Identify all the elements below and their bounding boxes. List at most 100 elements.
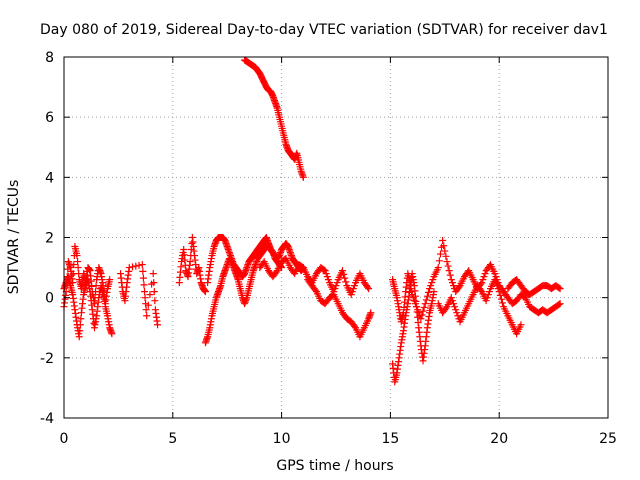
- data-point: [446, 271, 454, 279]
- y-tick-label: -2: [40, 351, 54, 367]
- series-arc-d: [175, 234, 209, 296]
- data-point: [441, 247, 449, 255]
- data-point: [497, 295, 505, 303]
- data-point: [411, 300, 419, 308]
- data-point: [491, 270, 499, 278]
- x-tick-label: 0: [60, 431, 69, 447]
- data-point: [141, 294, 149, 302]
- data-point: [129, 263, 137, 271]
- data-point: [320, 266, 328, 274]
- data-point: [75, 333, 83, 341]
- data-point: [348, 288, 356, 296]
- data-point: [440, 242, 448, 250]
- data-point: [443, 258, 451, 266]
- data-point: [445, 267, 453, 275]
- data-point: [477, 286, 485, 294]
- data-point: [365, 285, 373, 293]
- y-tick-label: 0: [45, 291, 54, 307]
- data-point: [447, 294, 455, 302]
- data-point: [447, 276, 455, 284]
- data-point: [150, 288, 158, 296]
- series-high-arc: [241, 56, 307, 181]
- data-point: [77, 315, 85, 323]
- data-point: [350, 282, 358, 290]
- data-point: [420, 303, 428, 311]
- x-tick-label: 25: [599, 431, 617, 447]
- data-point: [436, 250, 444, 258]
- data-point: [347, 291, 355, 299]
- data-point: [442, 252, 450, 260]
- x-tick-label: 20: [490, 431, 508, 447]
- data-point: [322, 270, 330, 278]
- data-point: [186, 258, 194, 266]
- y-tick-label: 6: [45, 110, 54, 126]
- data-point: [479, 276, 487, 284]
- data-point: [321, 267, 329, 275]
- data-point: [555, 300, 563, 308]
- data-point: [324, 276, 332, 284]
- data-point: [408, 291, 416, 299]
- data-point: [350, 322, 358, 330]
- data-point: [410, 297, 418, 305]
- data-point: [141, 288, 149, 296]
- data-point: [73, 252, 81, 260]
- data-point: [480, 273, 488, 281]
- x-axis-label: GPS time / hours: [276, 458, 393, 474]
- data-point: [429, 276, 437, 284]
- data-point: [125, 264, 133, 272]
- data-point: [483, 294, 491, 302]
- data-point: [455, 283, 463, 291]
- data-point: [448, 297, 456, 305]
- series-arc-i: [389, 270, 438, 386]
- data-point: [422, 296, 430, 304]
- data-point: [154, 321, 162, 329]
- data-point: [451, 303, 459, 311]
- chart-title: Day 080 of 2019, Sidereal Day-to-day VTE…: [40, 22, 608, 38]
- data-point: [442, 304, 450, 312]
- data-point: [450, 282, 458, 290]
- data-point: [143, 312, 151, 320]
- data-point: [453, 309, 461, 317]
- data-point: [138, 261, 146, 269]
- data-point: [349, 285, 357, 293]
- data-point: [491, 276, 499, 284]
- data-point: [149, 270, 157, 278]
- series-arc-b: [60, 273, 114, 341]
- data-point: [367, 309, 375, 317]
- data-point: [364, 283, 372, 291]
- data-point: [496, 291, 504, 299]
- data-point: [492, 279, 500, 287]
- data-point: [342, 278, 350, 286]
- data-point: [423, 292, 431, 300]
- data-point: [331, 285, 339, 293]
- grid-lines: [64, 57, 608, 418]
- data-point: [70, 261, 78, 269]
- data-point: [428, 279, 436, 287]
- data-point: [418, 311, 426, 319]
- y-axis-label: SDTVAR / TECUs: [6, 180, 22, 295]
- data-point: [74, 264, 82, 272]
- data-point: [299, 173, 307, 181]
- data-point: [323, 273, 331, 281]
- data-point: [556, 300, 564, 308]
- data-point: [426, 285, 434, 293]
- y-tick-label: 2: [45, 231, 54, 247]
- data-point: [332, 282, 340, 290]
- data-point: [146, 291, 154, 299]
- data-point: [517, 321, 525, 329]
- y-tick-label: 4: [45, 170, 54, 186]
- data-point: [414, 306, 422, 314]
- x-tick-label: 5: [168, 431, 177, 447]
- data-point: [498, 299, 506, 307]
- data-point: [144, 301, 152, 309]
- series-arc-k: [434, 276, 525, 338]
- data-point: [135, 261, 143, 269]
- data-point: [76, 321, 84, 329]
- data-point: [339, 267, 347, 275]
- data-point: [434, 264, 442, 272]
- series-arc-a: [60, 243, 116, 338]
- data-point: [151, 297, 159, 305]
- data-point: [150, 279, 158, 287]
- data-point: [478, 279, 486, 287]
- data-point: [340, 270, 348, 278]
